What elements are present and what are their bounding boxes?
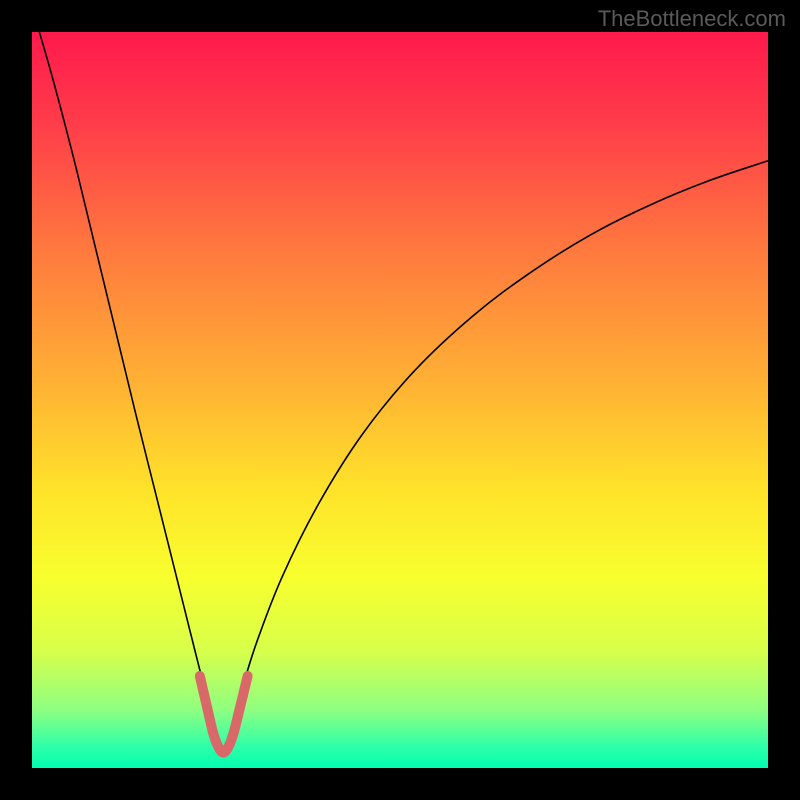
plot-background (32, 32, 768, 768)
bottleneck-chart (0, 0, 800, 800)
watermark-text: TheBottleneck.com (598, 6, 786, 32)
